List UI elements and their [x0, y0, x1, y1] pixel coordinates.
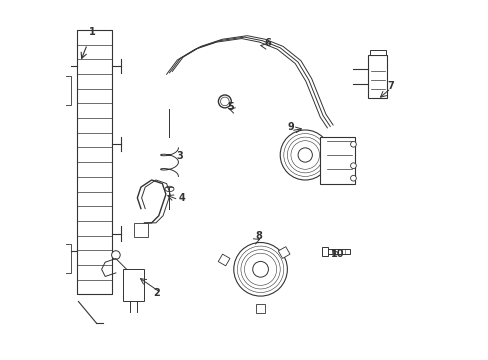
Circle shape	[350, 175, 356, 181]
Text: 10: 10	[330, 249, 344, 259]
Text: 5: 5	[226, 102, 233, 112]
Circle shape	[111, 251, 120, 259]
Bar	[218, 254, 229, 266]
Bar	[134, 223, 148, 237]
Circle shape	[280, 130, 329, 180]
Circle shape	[350, 141, 356, 147]
Bar	[65, 76, 70, 105]
Circle shape	[350, 163, 356, 168]
Bar	[256, 304, 264, 312]
Bar	[367, 55, 386, 98]
Circle shape	[233, 243, 287, 296]
Text: 9: 9	[287, 122, 294, 132]
Text: 7: 7	[387, 81, 393, 91]
Bar	[319, 137, 354, 184]
Circle shape	[298, 148, 312, 162]
Text: 3: 3	[177, 150, 183, 161]
Text: 1: 1	[89, 27, 96, 37]
Bar	[123, 269, 144, 301]
Text: 8: 8	[255, 231, 262, 241]
Circle shape	[218, 95, 231, 108]
Text: 4: 4	[178, 193, 185, 203]
Text: 2: 2	[153, 288, 160, 298]
Ellipse shape	[164, 186, 174, 192]
Circle shape	[252, 261, 268, 277]
Bar	[65, 244, 70, 273]
Bar	[322, 247, 327, 256]
Bar	[278, 247, 289, 258]
Bar	[369, 50, 385, 55]
Bar	[77, 30, 112, 294]
Bar	[326, 249, 349, 254]
Circle shape	[220, 97, 229, 106]
Text: 6: 6	[264, 38, 270, 48]
